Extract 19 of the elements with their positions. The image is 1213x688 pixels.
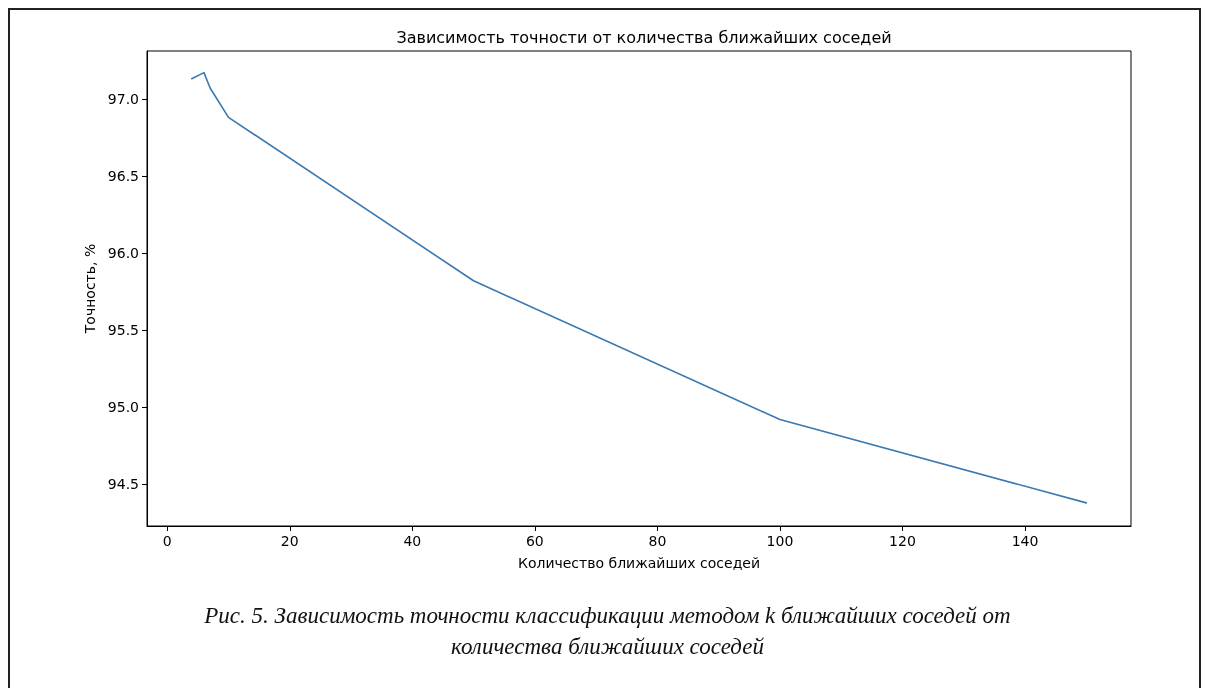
y-tick-label: 94.5 (107, 476, 139, 493)
x-tick-label: 40 (403, 533, 422, 549)
x-axis-title: Количество ближайших соседей (517, 555, 761, 571)
y-tick-label: 97.0 (107, 90, 139, 107)
x-tick-label: 100 (766, 533, 794, 549)
x-tick-label: 60 (525, 533, 544, 549)
text: Рис. 5. Зависимость точности классификации методом k ближайших соседей от количества ближайших соседей (203, 602, 1012, 661)
x-tick-label: 120 (889, 533, 916, 549)
y-tick-label: 95.0 (107, 399, 139, 416)
x-tick-label: 140 (1011, 533, 1039, 549)
y-tick-label: 95.5 (107, 322, 139, 339)
y-axis-title: Точность, % (81, 243, 98, 335)
x-tick-label: 80 (648, 533, 667, 549)
x-tick-label: 20 (280, 533, 299, 549)
chart-title: Зависимость точности от количества ближайших соседей (396, 27, 892, 47)
y-tick-label: 96.5 (107, 167, 139, 184)
x-tick-label: 0 (162, 533, 172, 549)
line-series (190, 71, 1088, 504)
y-tick-label: 96.0 (107, 245, 139, 262)
